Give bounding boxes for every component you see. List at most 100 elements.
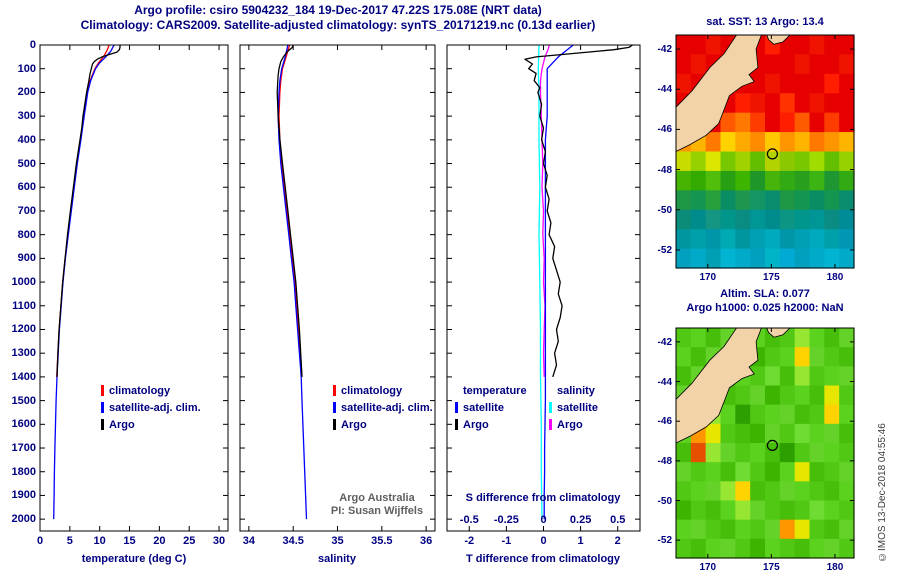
map-lat-tick-label: -48 [657, 164, 672, 176]
depth-tick-label: 1200 [11, 323, 36, 336]
depth-tick-label: 2000 [11, 513, 36, 526]
legend-swatch [455, 419, 458, 430]
salinity-profile-chart [239, 44, 436, 532]
steric-height-header: Argo h1000: 0.025 h2000: NaN [686, 302, 844, 314]
x-tick-label: -1 [501, 535, 512, 547]
sst-map-header: sat. SST: 13 Argo: 13.4 [706, 16, 824, 28]
depth-tick-label: 1700 [11, 442, 36, 455]
legend-entry: satellite-adj. clim. [101, 399, 201, 416]
map-lat-tick-label: -48 [657, 455, 672, 467]
x-tick-label: 2 [614, 535, 621, 547]
map-lon-tick-label: 175 [763, 562, 780, 573]
depth-tick-label: 700 [17, 204, 36, 217]
temperature-profile-chart [39, 44, 229, 532]
x-tick-label: 5 [66, 535, 73, 547]
legend-entry: Argo [549, 416, 598, 433]
x-tick-label: 30 [212, 535, 226, 547]
map-lat-tick-label: -50 [657, 204, 672, 216]
legend-swatch [333, 402, 336, 413]
legend-label: Argo [463, 418, 489, 431]
map-lat-tick-label: -50 [657, 495, 672, 507]
s-tick-label: -0.25 [493, 514, 519, 526]
figure-title-line-2: Climatology: CARS2009. Satellite-adjuste… [80, 18, 596, 32]
depth-tick-label: 300 [17, 110, 36, 123]
map-lat-tick-label: -42 [657, 336, 672, 348]
map-lat-tick-label: -46 [657, 124, 672, 136]
depth-tick-label: 100 [17, 62, 36, 75]
legend-entry: Argo [333, 416, 433, 433]
x-tick-label: -2 [464, 535, 475, 547]
s-tick-label: 0.5 [610, 514, 626, 526]
depth-tick-label: 1300 [11, 347, 36, 360]
temperature-axis-label: temperature (deg C) [81, 553, 187, 565]
depth-tick-label: 400 [17, 133, 36, 146]
x-tick-label: 34 [242, 535, 255, 547]
map-lat-tick-label: -42 [657, 44, 672, 56]
depth-tick-label: 1400 [11, 370, 36, 383]
depth-tick-label: 1900 [11, 489, 36, 502]
depth-tick-label: 200 [17, 86, 36, 99]
sla-map [675, 327, 855, 559]
depth-tick-label: 500 [17, 157, 36, 170]
map-lon-tick-label: 170 [699, 272, 717, 283]
copyright-stamp: ©IMOS 13-Dec-2018 04:55:46 [877, 423, 888, 562]
x-tick-label: 10 [93, 535, 106, 547]
legend-entry: climatology [101, 382, 201, 399]
x-tick-label: 0 [36, 535, 44, 547]
difference-profile-chart [446, 44, 641, 532]
map-lon-tick-label: 175 [763, 272, 780, 283]
legend-swatch [101, 419, 104, 430]
map-lon-tick-label: 180 [826, 272, 844, 283]
map-lat-tick-label: -52 [657, 244, 672, 256]
legend-label: satellite [557, 401, 598, 414]
legend-swatch [549, 402, 552, 413]
legend-entry: climatology [333, 382, 433, 399]
x-tick-label: 35 [331, 535, 344, 547]
figure-title-line-1: Argo profile: csiro 5904232_184 19-Dec-2… [134, 3, 542, 17]
legend-entry: satellite-adj. clim. [333, 399, 433, 416]
depth-tick-label: 1600 [11, 418, 36, 431]
salinity-axis-label: salinity [318, 553, 356, 565]
legend-label: Argo [109, 418, 135, 431]
legend-swatch [455, 402, 458, 413]
legend-entry: Argo [455, 416, 527, 433]
legend: temperature satellite Argo [455, 382, 527, 433]
legend-label: Argo [341, 418, 367, 431]
legend-swatch [333, 419, 336, 430]
depth-tick-label: 1800 [11, 465, 36, 478]
legend-entry: satellite [549, 399, 598, 416]
legend-label: satellite-adj. clim. [341, 401, 433, 414]
legend-group-title: temperature [463, 384, 527, 397]
map-lat-tick-label: -44 [657, 84, 672, 96]
x-tick-label: 35.5 [371, 535, 393, 547]
legend-swatch [549, 419, 552, 430]
s-tick-label: 0.25 [569, 514, 592, 526]
sst-map [675, 34, 855, 269]
s-difference-axis-label: S difference from climatology [465, 492, 621, 504]
depth-tick-label: 1100 [12, 299, 36, 312]
depth-tick-label: 800 [17, 228, 36, 241]
x-tick-label: 0 [540, 535, 547, 547]
x-tick-label: 20 [153, 535, 166, 547]
sla-map-header: Altim. SLA: 0.077 [720, 288, 810, 300]
argo-float-position-marker [766, 439, 779, 452]
legend: climatology satellite-adj. clim. Argo [333, 382, 433, 433]
legend-swatch [101, 385, 104, 396]
legend-swatch [333, 385, 336, 396]
argo-float-position-marker [766, 148, 779, 160]
map-lon-tick-label: 170 [699, 562, 717, 573]
depth-tick-label: 900 [17, 252, 36, 265]
map-lat-tick-label: -44 [657, 376, 672, 388]
s-tick-label: -0.5 [459, 514, 479, 526]
depth-tick-label: 600 [17, 181, 36, 194]
legend: climatology satellite-adj. clim. Argo [101, 382, 201, 433]
legend-label: climatology [341, 384, 403, 397]
legend-group-title: salinity [557, 384, 595, 397]
attribution-line-2: PI: Susan Wijffels [330, 505, 424, 517]
legend-entry: satellite [455, 399, 527, 416]
legend-label: satellite-adj. clim. [109, 401, 201, 414]
x-tick-label: 36 [420, 535, 433, 547]
legend-label: climatology [109, 384, 171, 397]
x-tick-label: 15 [123, 535, 136, 547]
